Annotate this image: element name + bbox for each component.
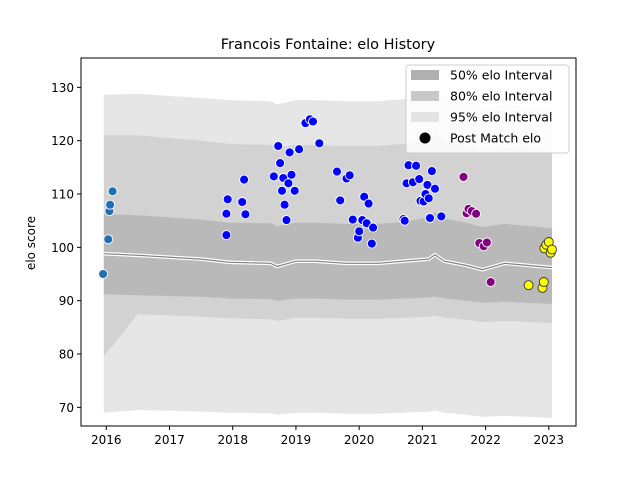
- y-tick-label: 90: [59, 294, 74, 308]
- data-point: [221, 208, 232, 219]
- data-point: [366, 238, 377, 249]
- y-tick-label: 70: [59, 401, 74, 415]
- data-point: [436, 211, 447, 222]
- data-point: [279, 199, 290, 210]
- data-point: [275, 158, 286, 169]
- y-tick-label: 80: [59, 348, 74, 362]
- data-point: [430, 183, 440, 194]
- data-point: [283, 178, 294, 189]
- legend-swatch: [411, 112, 439, 122]
- y-tick-label: 130: [51, 81, 74, 95]
- legend-label: 95% elo Interval: [450, 110, 552, 125]
- data-point: [289, 185, 300, 196]
- data-point: [399, 215, 410, 226]
- legend-label: 80% elo Interval: [450, 89, 552, 104]
- data-point: [335, 195, 346, 206]
- legend-label: 50% elo Interval: [450, 68, 552, 83]
- data-point: [240, 209, 251, 220]
- x-tick-label: 2023: [534, 433, 565, 447]
- data-point: [103, 234, 114, 245]
- x-tick-label: 2016: [91, 433, 122, 447]
- data-point: [359, 191, 370, 202]
- data-point: [344, 170, 355, 181]
- data-point: [268, 171, 279, 182]
- y-axis-label: elo score: [24, 216, 38, 270]
- data-point: [273, 141, 284, 151]
- data-point: [363, 198, 374, 209]
- legend-swatch: [411, 70, 439, 80]
- data-point: [332, 166, 342, 177]
- x-tick-label: 2021: [407, 433, 438, 447]
- plot-area: [98, 89, 557, 418]
- data-point: [425, 213, 435, 223]
- data-point: [239, 174, 250, 185]
- band-95-interval: [103, 89, 553, 418]
- data-point: [426, 166, 437, 177]
- data-point: [294, 144, 305, 155]
- data-point: [222, 194, 233, 205]
- data-point: [523, 280, 534, 291]
- series-4: [523, 237, 557, 293]
- band-80-interval: [103, 133, 553, 357]
- data-point: [538, 277, 549, 287]
- data-point: [308, 116, 318, 127]
- data-point: [458, 171, 469, 182]
- x-tick-label: 2017: [154, 433, 185, 447]
- legend-marker: [419, 132, 431, 144]
- data-point: [107, 186, 118, 197]
- chart-title: Francois Fontaine: elo History: [221, 37, 436, 53]
- series-2: [221, 114, 447, 249]
- legend-label: Post Match elo: [450, 131, 541, 146]
- data-point: [547, 244, 557, 255]
- data-point: [284, 147, 295, 158]
- data-point: [368, 222, 379, 233]
- data-point: [314, 138, 325, 149]
- x-tick-label: 2022: [470, 433, 501, 447]
- data-point: [98, 269, 109, 279]
- data-point: [423, 193, 434, 204]
- y-tick-label: 100: [51, 241, 74, 255]
- data-point: [286, 169, 297, 180]
- data-point: [281, 215, 292, 226]
- series-3: [458, 171, 496, 287]
- data-point: [485, 277, 496, 287]
- y-tick-label: 120: [51, 134, 74, 148]
- data-point: [347, 214, 358, 225]
- data-point: [237, 197, 248, 207]
- data-point: [411, 160, 422, 171]
- legend-box: [405, 64, 570, 154]
- data-point: [471, 208, 482, 219]
- data-point: [414, 174, 425, 185]
- series-1: [98, 186, 118, 279]
- data-point: [277, 185, 287, 196]
- data-point: [481, 237, 492, 248]
- data-point: [105, 199, 116, 210]
- data-point: [354, 226, 365, 237]
- axes: 2016 2017 2018 2019 2020 2021 2022 2023 70 80 90 10…: [51, 81, 564, 447]
- legend-swatch: [411, 91, 439, 101]
- band-50-interval: [103, 212, 553, 304]
- legend: 50% elo Interval 80% elo Interval 95% elo …: [405, 64, 570, 154]
- data-point: [221, 230, 232, 241]
- median-elo-line: [103, 253, 553, 271]
- plot-frame: [80, 57, 577, 427]
- x-tick-label: 2019: [281, 433, 312, 447]
- x-tick-label: 2018: [217, 433, 248, 447]
- y-tick-label: 110: [51, 188, 74, 202]
- x-tick-label: 2020: [344, 433, 375, 447]
